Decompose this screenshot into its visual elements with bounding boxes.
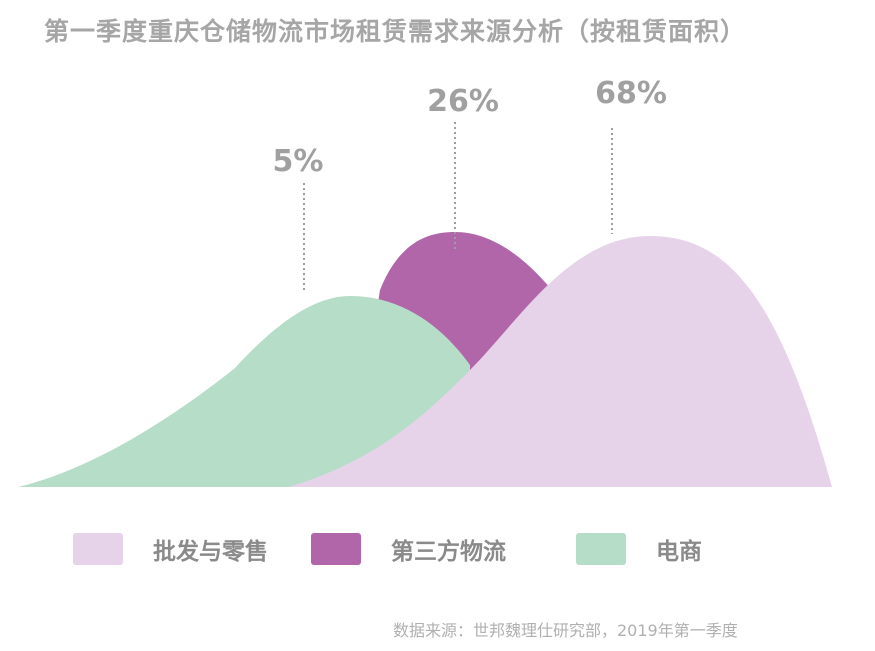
- data-label-third-party-logistics: 26%: [427, 84, 499, 119]
- legend: 批发与零售 第三方物流 电商: [0, 532, 875, 572]
- legend-swatch-wholesale-retail: [73, 533, 123, 565]
- legend-label-third-party-logistics: 第三方物流: [391, 539, 506, 565]
- series-shape-wholesale-retail: [288, 236, 832, 487]
- legend-swatch-third-party-logistics: [311, 533, 361, 565]
- legend-swatch-ecommerce: [576, 533, 626, 565]
- chart-title: 第一季度重庆仓储物流市场租赁需求来源分析（按租赁面积）: [44, 17, 747, 46]
- legend-item-wholesale-retail: 批发与零售: [73, 532, 268, 566]
- legend-item-ecommerce: 电商: [576, 532, 702, 566]
- data-label-ecommerce: 5%: [273, 144, 324, 179]
- series-shape-ecommerce: [18, 296, 470, 487]
- legend-item-third-party-logistics: 第三方物流: [311, 532, 506, 566]
- legend-label-wholesale-retail: 批发与零售: [153, 539, 268, 565]
- source-note: 数据来源：世邦魏理仕研究部，2019年第一季度: [393, 621, 738, 640]
- legend-label-ecommerce: 电商: [656, 539, 702, 565]
- chart-area: 5% 26% 68%: [18, 76, 832, 487]
- data-label-wholesale-retail: 68%: [595, 76, 667, 111]
